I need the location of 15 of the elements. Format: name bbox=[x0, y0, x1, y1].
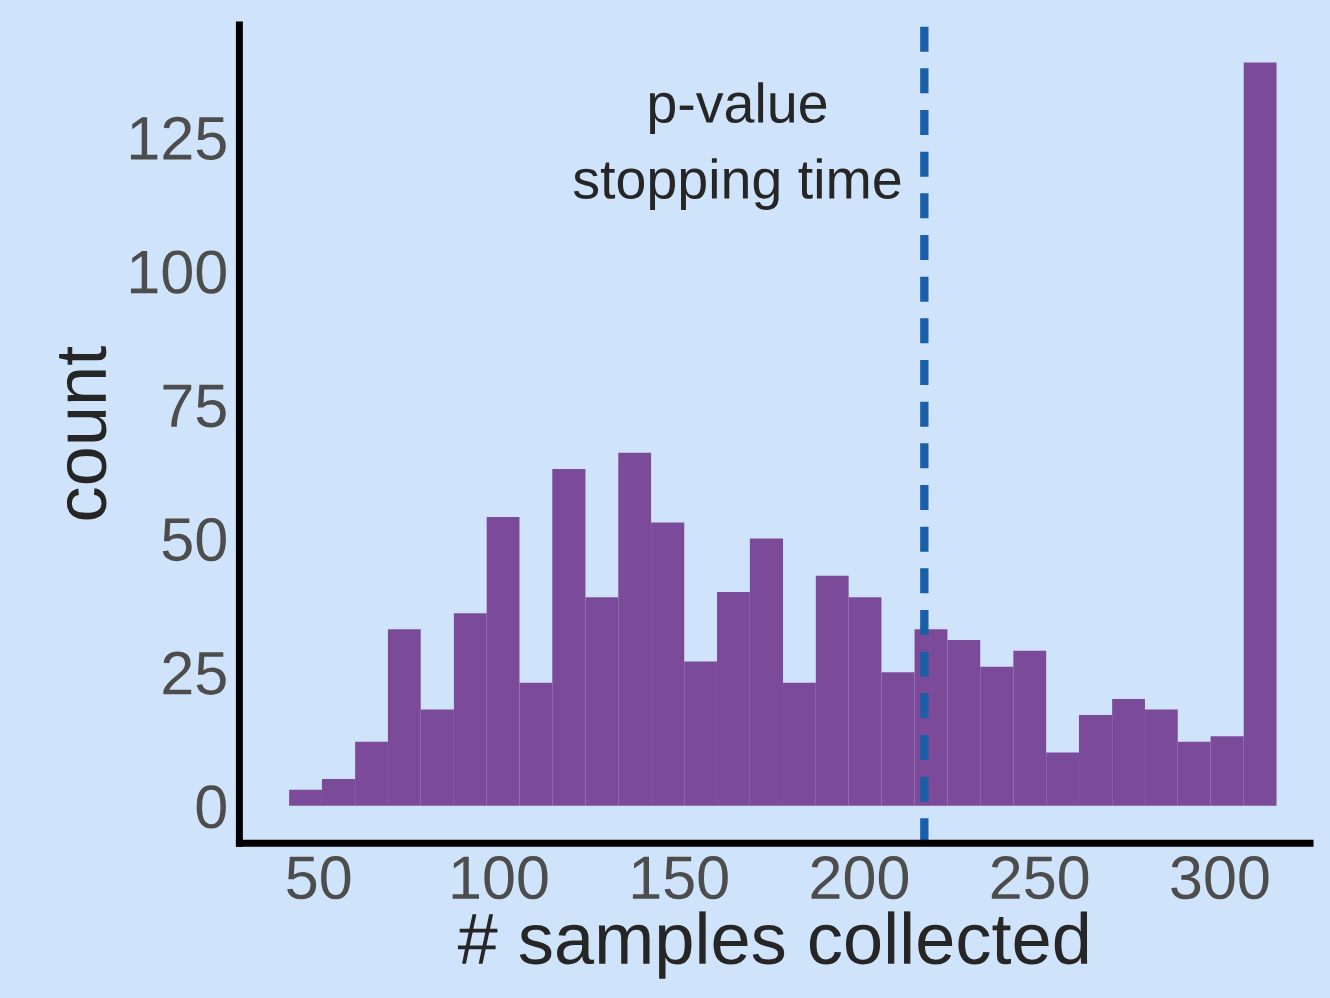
x-tick-label: 200 bbox=[811, 856, 909, 900]
y-tick-label: 75 bbox=[163, 384, 226, 428]
x-tick-label: 300 bbox=[1171, 856, 1269, 900]
x-tick-label: 250 bbox=[991, 856, 1089, 900]
x-tick-label: 50 bbox=[287, 856, 351, 900]
y-axis-title: count bbox=[59, 346, 107, 520]
x-tick-label: 100 bbox=[452, 856, 548, 900]
y-tick-label: 0 bbox=[196, 785, 226, 829]
x-tick-label: 150 bbox=[632, 856, 728, 900]
ref-line-label: p-value stopping time bbox=[573, 82, 901, 210]
x-axis-title: # samples collected bbox=[457, 911, 1088, 979]
y-tick-label: 25 bbox=[163, 651, 226, 695]
y-tick-label: 50 bbox=[162, 517, 226, 562]
y-tick-label: 100 bbox=[131, 250, 226, 294]
y-tick-label: 125 bbox=[131, 116, 226, 161]
